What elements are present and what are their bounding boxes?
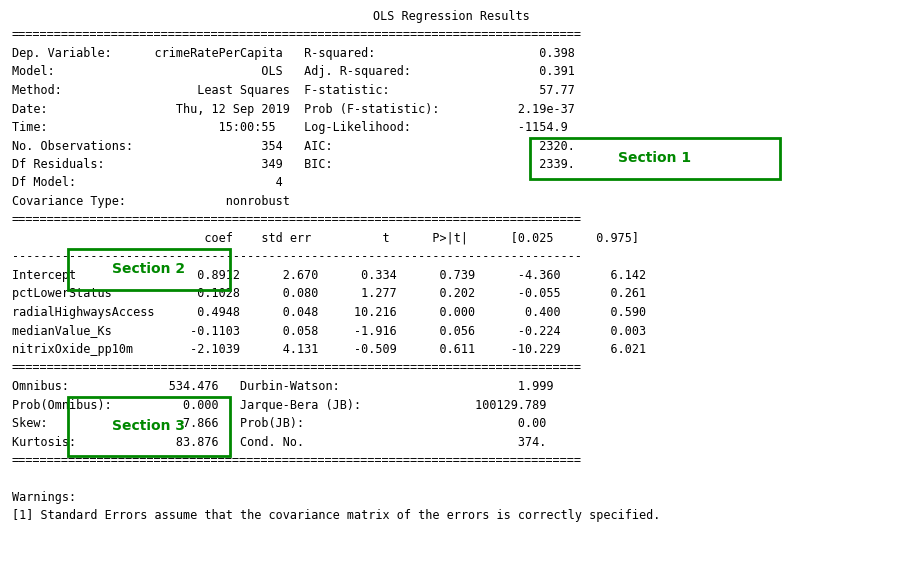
Text: Time:                        15:00:55    Log-Likelihood:               -1154.9: Time: 15:00:55 Log-Likelihood: -1154.9 [12,121,575,134]
Text: Warnings:: Warnings: [12,491,76,504]
Text: ================================================================================: ========================================… [12,28,582,41]
Bar [529,137,779,179]
Text: Df Residuals:                      349   BIC:                             2339.: Df Residuals: 349 BIC: 2339. [12,158,582,171]
Bar [68,249,230,289]
Text: Section 2: Section 2 [113,262,185,276]
Text: Skew:                   7.866   Prob(JB):                              0.00: Skew: 7.866 Prob(JB): 0.00 [12,417,546,430]
Text: Method:                   Least Squares  F-statistic:                     57.77: Method: Least Squares F-statistic: 57.77 [12,84,575,97]
Text: Prob(Omnibus):          0.000   Jarque-Bera (JB):                100129.789: Prob(Omnibus): 0.000 Jarque-Bera (JB): 1… [12,398,546,411]
Text: Kurtosis:              83.876   Cond. No.                              374.: Kurtosis: 83.876 Cond. No. 374. [12,436,546,449]
Text: ================================================================================: ========================================… [12,362,582,375]
Text: Omnibus:              534.476   Durbin-Watson:                         1.999: Omnibus: 534.476 Durbin-Watson: 1.999 [12,380,553,393]
Text: Section 3: Section 3 [113,419,185,433]
Text: Section 1: Section 1 [618,151,691,165]
Text: OLS Regression Results: OLS Regression Results [373,10,529,23]
Text: --------------------------------------------------------------------------------: ----------------------------------------… [12,250,582,263]
Text: Covariance Type:              nonrobust: Covariance Type: nonrobust [12,195,582,208]
Text: pctLowerStatus            0.1028      0.080      1.277      0.202      -0.055   : pctLowerStatus 0.1028 0.080 1.277 0.202 … [12,288,646,301]
Text: No. Observations:                  354   AIC:                             2320.: No. Observations: 354 AIC: 2320. [12,140,582,153]
Text: Model:                             OLS   Adj. R-squared:                  0.391: Model: OLS Adj. R-squared: 0.391 [12,66,575,79]
Text: ================================================================================: ========================================… [12,454,582,467]
Text: Intercept                 0.8912      2.670      0.334      0.739      -4.360   : Intercept 0.8912 2.670 0.334 0.739 -4.36… [12,269,646,282]
Text: [1] Standard Errors assume that the covariance matrix of the errors is correctly: [1] Standard Errors assume that the cova… [12,510,659,523]
Text: coef    std err          t      P>|t|      [0.025      0.975]: coef std err t P>|t| [0.025 0.975] [12,232,639,245]
Text: radialHighwaysAccess      0.4948      0.048     10.216      0.000       0.400   : radialHighwaysAccess 0.4948 0.048 10.216… [12,306,646,319]
Text: Df Model:                            4: Df Model: 4 [12,176,582,189]
Bar [68,397,230,456]
Text: Dep. Variable:      crimeRatePerCapita   R-squared:                       0.398: Dep. Variable: crimeRatePerCapita R-squa… [12,47,575,60]
Text: Date:                  Thu, 12 Sep 2019  Prob (F-statistic):           2.19e-37: Date: Thu, 12 Sep 2019 Prob (F-statistic… [12,102,575,115]
Text: nitrixOxide_pp10m        -2.1039      4.131     -0.509      0.611     -10.229   : nitrixOxide_pp10m -2.1039 4.131 -0.509 0… [12,343,646,356]
Text: ================================================================================: ========================================… [12,214,582,227]
Text: medianValue_Ks           -0.1103      0.058     -1.916      0.056      -0.224   : medianValue_Ks -0.1103 0.058 -1.916 0.05… [12,324,646,337]
